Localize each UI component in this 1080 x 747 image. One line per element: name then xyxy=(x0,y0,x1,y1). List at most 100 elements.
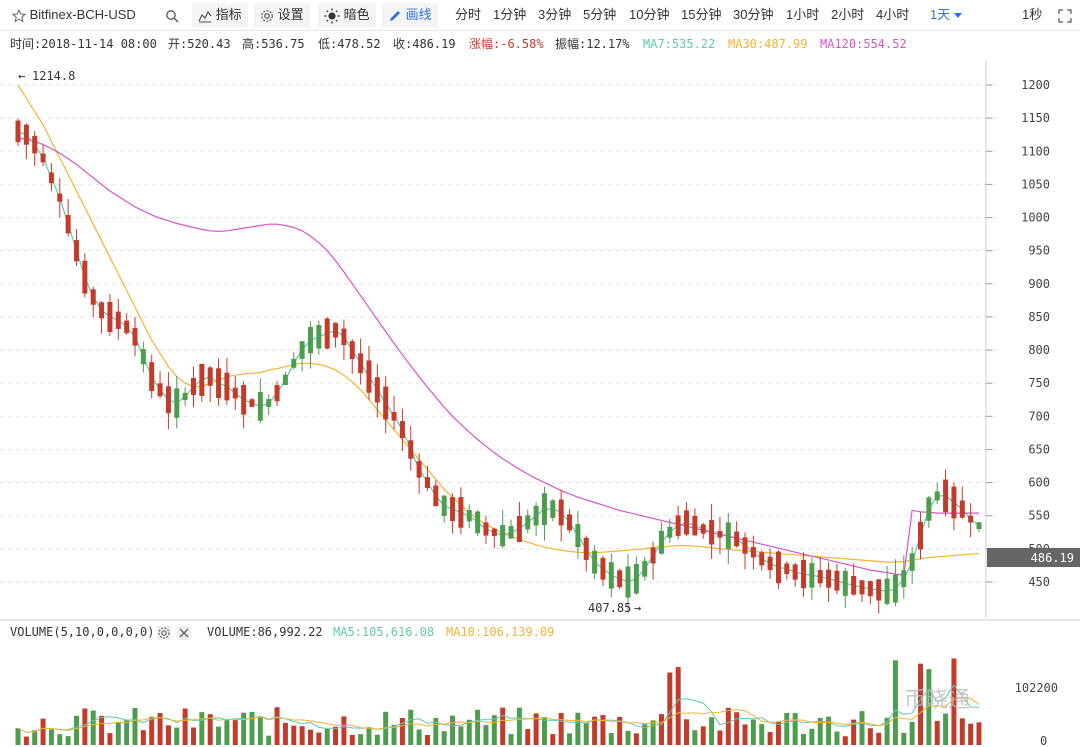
draw-button[interactable]: 画线 xyxy=(382,3,438,27)
last-price-label: 486.19 xyxy=(1031,551,1074,565)
volume-bar xyxy=(207,714,213,745)
candle-body xyxy=(299,341,305,359)
candle-body xyxy=(391,412,397,421)
volume-bar xyxy=(608,732,614,745)
volume-bar xyxy=(65,736,71,745)
volume-bar xyxy=(951,658,957,745)
candle-body xyxy=(23,124,29,145)
candle-body xyxy=(366,360,372,393)
candle-body xyxy=(558,499,564,526)
candle-body xyxy=(82,260,88,294)
y-tick-label: 850 xyxy=(1028,310,1050,324)
candle-body xyxy=(266,399,272,408)
volume-bar xyxy=(892,660,898,745)
candle-body xyxy=(358,353,364,374)
volume-bar xyxy=(483,725,489,745)
indicator-icon xyxy=(198,10,212,23)
interval-30min[interactable]: 30分钟 xyxy=(733,7,774,22)
volume-bar xyxy=(801,734,807,745)
candle-body xyxy=(383,386,389,420)
volume-bar xyxy=(600,715,606,745)
candle-body xyxy=(450,497,456,522)
volume-bar xyxy=(157,713,163,745)
volume-bar xyxy=(73,715,79,745)
volume-bar xyxy=(817,717,823,745)
candle-body xyxy=(842,570,848,596)
min-price-label: 407.85 xyxy=(588,601,631,615)
volume-bar xyxy=(876,732,882,745)
dropdown-icon xyxy=(953,12,962,18)
candle-body xyxy=(408,440,414,459)
volume-close-button[interactable] xyxy=(177,622,191,642)
volume-bar xyxy=(458,726,464,745)
volume-bar xyxy=(550,734,556,745)
last-price-tag xyxy=(987,548,1080,567)
candle-body xyxy=(491,528,497,536)
volume-bar xyxy=(792,713,798,745)
candle-body xyxy=(466,510,472,522)
indicators-button[interactable]: 指标 xyxy=(192,3,248,27)
candle-body xyxy=(809,563,815,588)
candle-body xyxy=(968,515,974,523)
interval-1min[interactable]: 1分钟 xyxy=(493,7,527,22)
pen-icon xyxy=(390,10,400,21)
candle-body xyxy=(433,485,439,507)
volume-value: VOLUME:86,992.22 xyxy=(207,625,323,639)
y-tick-label: 450 xyxy=(1028,575,1050,589)
candle-body xyxy=(274,385,280,402)
candle-body xyxy=(792,564,798,580)
y-tick-label: 600 xyxy=(1028,476,1050,490)
y-tick-label: 1200 xyxy=(1021,78,1050,92)
expand-button[interactable] xyxy=(1058,3,1072,27)
info-amplitude: 振幅:12.17% xyxy=(555,37,630,51)
interval-5min[interactable]: 5分钟 xyxy=(583,7,617,22)
close-icon xyxy=(177,625,191,640)
info-ma30: MA30:487.99 xyxy=(728,37,808,51)
volume-ma5: MA5:105,616.08 xyxy=(333,625,435,639)
volume-bar xyxy=(968,723,974,745)
candle-body xyxy=(541,493,547,525)
star-icon[interactable] xyxy=(12,8,26,23)
interval-tick[interactable]: 分时 xyxy=(455,7,482,22)
interval-2h[interactable]: 2小时 xyxy=(831,7,865,22)
candle-body xyxy=(508,526,514,539)
candle-body xyxy=(441,495,447,516)
interval-1d-dropdown[interactable]: 1天 xyxy=(930,3,962,27)
volume-settings-button[interactable] xyxy=(157,622,171,642)
volume-bar xyxy=(299,726,305,745)
search-icon xyxy=(166,9,179,23)
candle-body xyxy=(650,547,656,564)
volume-bar xyxy=(558,713,564,745)
interval-3min[interactable]: 3分钟 xyxy=(538,7,572,22)
volume-bar xyxy=(324,728,330,745)
volume-bar xyxy=(349,734,355,745)
volume-bar xyxy=(633,733,639,745)
max-arrow-icon: ← xyxy=(18,69,25,83)
volume-bar xyxy=(508,734,514,745)
refresh-interval[interactable]: 1秒 xyxy=(1022,7,1043,22)
volume-bar xyxy=(224,720,230,745)
volume-bar xyxy=(692,730,698,745)
volume-bar xyxy=(901,732,907,745)
volume-bar xyxy=(90,710,96,745)
symbol-selector[interactable]: Bitfinex-BCH-USD xyxy=(12,3,136,27)
interval-15min[interactable]: 15分钟 xyxy=(681,7,722,22)
candle-body xyxy=(851,575,857,595)
candle-body xyxy=(826,569,832,588)
interval-4h[interactable]: 4小时 xyxy=(876,7,910,22)
volume-bar xyxy=(575,712,581,745)
search-button[interactable] xyxy=(165,3,179,27)
candle-body xyxy=(642,560,648,577)
settings-icon xyxy=(157,625,171,640)
interval-1h[interactable]: 1小时 xyxy=(786,7,820,22)
settings-button[interactable]: 设置 xyxy=(254,3,310,27)
interval-10min[interactable]: 10分钟 xyxy=(629,7,670,22)
dark-mode-button[interactable]: 暗色 xyxy=(318,3,376,27)
candle-body xyxy=(174,388,180,418)
candle-body xyxy=(399,421,405,439)
volume-bar xyxy=(767,731,773,745)
volume-bar xyxy=(23,736,29,745)
candle-body xyxy=(684,510,690,535)
candle-body xyxy=(307,327,313,354)
